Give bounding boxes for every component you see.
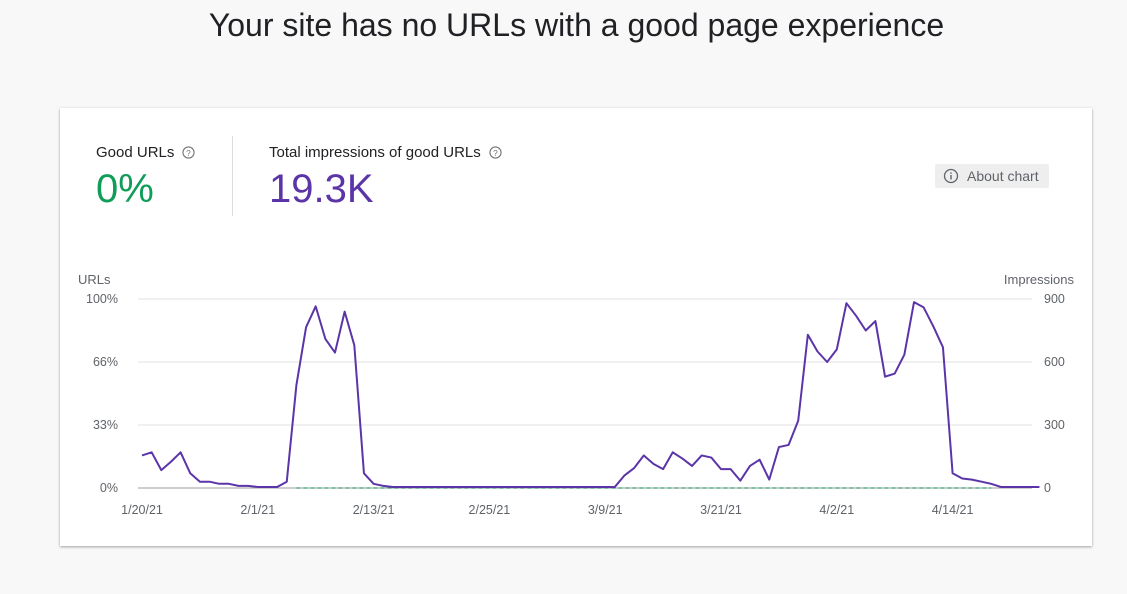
help-icon[interactable]: ?: [489, 146, 502, 159]
right-axis-title: Impressions: [1004, 272, 1075, 287]
page-title: Your site has no URLs with a good page e…: [208, 7, 945, 43]
left-tick-label: 100%: [86, 292, 118, 306]
x-tick-label: 4/14/21: [932, 503, 974, 517]
svg-text:?: ?: [187, 148, 192, 158]
x-tick-label: 3/9/21: [588, 503, 623, 517]
about-chart-button[interactable]: About chart: [935, 164, 1049, 188]
page-experience-card: Good URLs ? 0% Total impressions of good…: [60, 108, 1092, 546]
right-tick-label: 900: [1044, 292, 1065, 306]
urls-impressions-chart: URLs Impressions 0% 33% 66% 100% 0 300 600 900…: [78, 272, 1075, 517]
good-urls-metric: Good URLs ? 0%: [96, 144, 196, 213]
impressions-label-row: Total impressions of good URLs ?: [269, 144, 502, 161]
impressions-metric: Total impressions of good URLs ? 19.3K: [269, 144, 502, 213]
impressions-label: Total impressions of good URLs: [269, 144, 481, 161]
svg-text:?: ?: [493, 148, 498, 158]
right-tick-label: 600: [1044, 355, 1065, 369]
x-tick-label: 2/1/21: [240, 503, 275, 517]
right-tick-label: 300: [1044, 418, 1065, 432]
impressions-value: 19.3K: [269, 167, 374, 211]
left-tick-label: 0%: [100, 481, 118, 495]
x-tick-label: 2/13/21: [353, 503, 395, 517]
x-tick-label: 4/2/21: [819, 503, 854, 517]
info-icon: [943, 168, 959, 184]
left-tick-label: 66%: [93, 355, 118, 369]
good-urls-label: Good URLs: [96, 144, 175, 161]
metric-divider: [232, 136, 233, 216]
x-tick-label: 3/21/21: [700, 503, 742, 517]
x-tick-label: 1/20/21: [121, 503, 163, 517]
left-tick-label: 33%: [93, 418, 118, 432]
good-urls-label-row: Good URLs ?: [96, 144, 196, 161]
right-tick-label: 0: [1044, 481, 1051, 495]
good-urls-value: 0%: [96, 167, 154, 211]
about-chart-label: About chart: [967, 168, 1039, 184]
help-icon[interactable]: ?: [182, 146, 196, 159]
left-axis-title: URLs: [78, 272, 111, 287]
x-tick-label: 2/25/21: [469, 503, 511, 517]
impressions-series-line: [141, 301, 1040, 488]
